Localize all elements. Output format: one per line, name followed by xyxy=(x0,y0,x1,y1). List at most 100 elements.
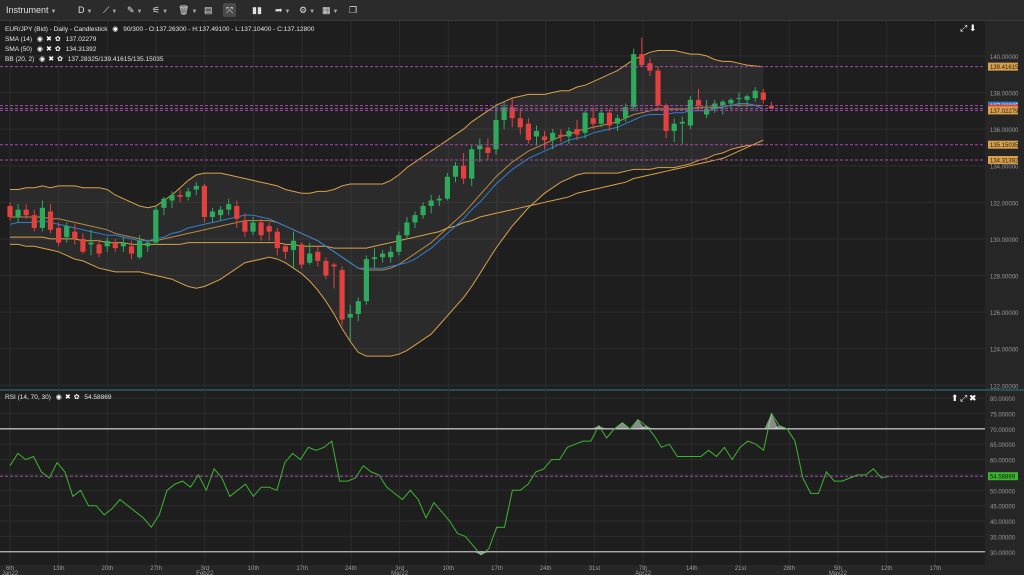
bollinger-mid-line xyxy=(10,104,764,271)
candle-body xyxy=(477,145,483,150)
sma14-label: SMA (14) xyxy=(5,36,33,43)
chevron-down-icon: ▼ xyxy=(111,9,118,15)
language-button[interactable]: ▦ ▼ xyxy=(319,3,341,17)
x-tick-label: 21st xyxy=(735,566,747,572)
candle-body xyxy=(404,222,410,236)
x-tick-label: 13th xyxy=(53,566,65,572)
pencil-icon: ✎ xyxy=(127,5,135,15)
y-tick-label: 134.00000 xyxy=(990,165,1019,171)
candle-body xyxy=(339,270,345,320)
screenshot-button[interactable]: ❐ xyxy=(346,3,360,17)
close-icon[interactable]: ✖ xyxy=(48,56,55,63)
indicators-button[interactable]: ▮▮ xyxy=(249,3,265,17)
candle-body xyxy=(31,215,37,228)
eye-icon[interactable]: ◉ xyxy=(55,394,62,401)
close-icon[interactable]: ✖ xyxy=(46,46,52,53)
rsi-y-tick-label: 60.00000 xyxy=(990,459,1016,465)
candle-body xyxy=(469,149,475,179)
candle-body xyxy=(209,211,216,217)
candle-body xyxy=(80,238,86,252)
candle-body xyxy=(582,112,588,133)
candle-body xyxy=(64,226,70,238)
eye-icon[interactable]: ◉ xyxy=(36,46,44,53)
candle-body xyxy=(266,226,272,232)
fullscreen-icon: ⤧ xyxy=(226,5,234,15)
rsi-extreme-fill xyxy=(772,425,787,429)
candle-body xyxy=(396,235,402,252)
candle-body xyxy=(606,112,612,126)
gear-icon[interactable]: ✿ xyxy=(57,56,63,63)
bollinger-lower-line xyxy=(10,144,764,357)
bollinger-upper-line xyxy=(10,50,764,209)
draw-tool-button[interactable]: ✎ ▼ xyxy=(124,3,146,17)
candle-body xyxy=(23,209,29,216)
gear-icon[interactable]: ✿ xyxy=(73,394,80,401)
eye-icon[interactable]: ◉ xyxy=(112,26,119,33)
candle-body xyxy=(493,119,499,150)
rsi-extreme-fill xyxy=(638,425,653,429)
legend-title: EUR/JPY (Bid) - Daily - Candlestick ◉ 90… xyxy=(5,25,317,34)
price-label-box xyxy=(988,62,1018,71)
chevron-down-icon: ▼ xyxy=(191,9,198,15)
candle-body xyxy=(371,257,378,260)
bb-value: 137.28325/139.41615/135.15035 xyxy=(67,56,164,63)
eye-icon[interactable]: ◉ xyxy=(36,36,44,43)
gear-icon[interactable]: ✿ xyxy=(54,46,61,53)
chevron-down-icon: ▼ xyxy=(284,9,291,15)
fibonacci-icon: ⚟ xyxy=(152,5,161,15)
chart-area[interactable]: 140.00000 138.00000 136.00000 134.00000 132.… xyxy=(0,21,1024,575)
rsi-label: RSI (14, 70, 30) xyxy=(5,394,51,401)
candle-body xyxy=(704,109,710,115)
candle-body xyxy=(282,246,288,252)
price-label-box xyxy=(988,155,1018,164)
share-button[interactable]: ➦ ▼ xyxy=(272,3,294,17)
candle-body xyxy=(533,130,540,137)
sma50-line xyxy=(10,139,764,249)
candle-body xyxy=(736,98,742,100)
layout-button[interactable]: ▤ xyxy=(201,3,216,17)
gear-icon[interactable]: ✿ xyxy=(54,36,61,43)
candle-body xyxy=(218,209,224,216)
candle-body xyxy=(566,130,572,137)
candle-body xyxy=(598,112,604,124)
instrument-menu-button[interactable]: Instrument ▼ xyxy=(3,3,59,17)
candle-body xyxy=(687,99,693,126)
x-tick-sublabel: Jan22 xyxy=(2,571,19,575)
price-label-bb-lower: 135.15035 xyxy=(990,143,1019,149)
fibonacci-tool-button[interactable]: ⚟ ▼ xyxy=(149,3,171,17)
line-tool-button[interactable]: ⟋ ▼ xyxy=(100,3,120,17)
maximize-pane-icon[interactable]: ⤢ xyxy=(960,23,968,33)
candle-body xyxy=(639,54,645,66)
x-tick-label: 28th xyxy=(783,566,795,572)
close-pane-icon[interactable]: ✖ xyxy=(969,393,977,403)
price-label-bb-upper: 139.41615 xyxy=(990,65,1019,71)
delete-tool-button[interactable]: 🗑 ▼ xyxy=(175,3,200,17)
price-label-sma14: 137.02279 xyxy=(990,109,1019,115)
rsi-extreme-fill xyxy=(764,413,779,429)
x-tick-sublabel: Apr22 xyxy=(635,571,652,575)
move-up-icon[interactable]: ⬆ xyxy=(951,393,959,403)
y-tick-label: 124.00000 xyxy=(990,348,1019,354)
rsi-extreme-fill xyxy=(474,551,488,555)
close-icon[interactable]: ✖ xyxy=(64,394,71,401)
close-icon[interactable]: ✖ xyxy=(46,36,52,43)
candle-body xyxy=(104,240,110,247)
maximize-pane-icon[interactable]: ⤢ xyxy=(960,393,968,403)
candle-body xyxy=(550,132,556,141)
legend-bb: BB (20, 2) ◉ ✖ ✿ 137.28325/139.41615/135.1… xyxy=(5,55,167,64)
candle-body xyxy=(671,123,677,131)
fullscreen-button[interactable]: ⤧ xyxy=(223,3,237,17)
candle-body xyxy=(558,134,564,137)
candle-body xyxy=(193,185,199,190)
candle-body xyxy=(679,121,685,124)
x-tick-sublabel: Mar22 xyxy=(391,571,409,575)
y-tick-label: 122.00000 xyxy=(990,384,1019,390)
candle-body xyxy=(744,96,750,100)
y-tick-label: 128.00000 xyxy=(990,275,1019,281)
timeframe-menu-button[interactable]: D ▼ xyxy=(75,3,95,17)
rsi-value-label: 54.58869 xyxy=(990,475,1016,481)
eye-icon[interactable]: ◉ xyxy=(39,56,46,63)
settings-button[interactable]: ⚙ ▼ xyxy=(296,3,318,17)
sma14-line xyxy=(9,103,764,269)
move-down-icon[interactable]: ⬇ xyxy=(969,23,977,33)
